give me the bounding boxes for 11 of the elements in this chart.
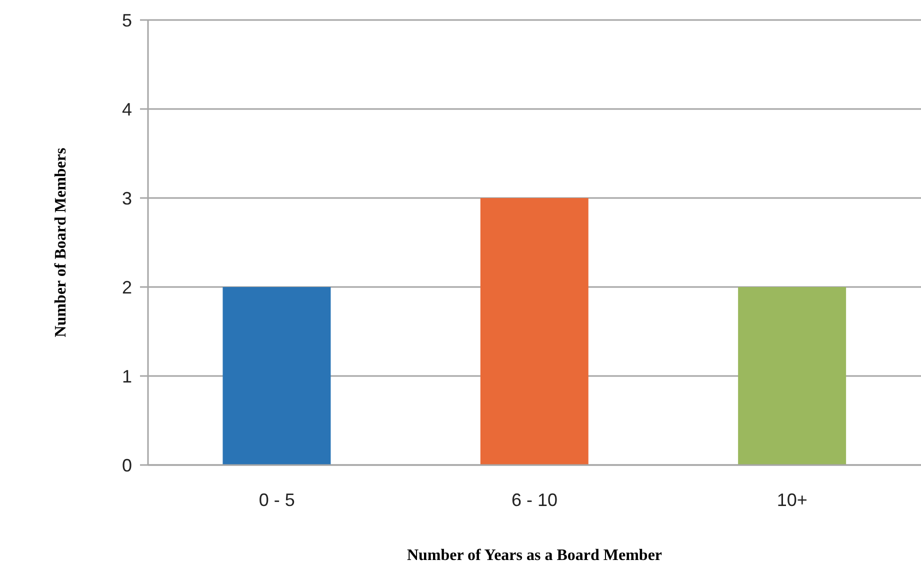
y-tick-label: 5: [122, 10, 132, 30]
y-axis-title: Number of Board Members: [52, 148, 70, 338]
x-axis-title: Number of Years as a Board Member: [406, 547, 662, 562]
y-tick-label: 4: [122, 99, 132, 120]
x-tick-label: 10+: [776, 490, 808, 510]
y-tick-label: 0: [122, 455, 132, 476]
y-tick-label: 1: [122, 366, 132, 386]
y-tick-label: 2: [122, 277, 132, 298]
x-tick-label: 6 - 10: [511, 490, 558, 510]
y-tick-label: 3: [122, 188, 132, 208]
x-tick-label: 0 - 5: [258, 490, 295, 510]
